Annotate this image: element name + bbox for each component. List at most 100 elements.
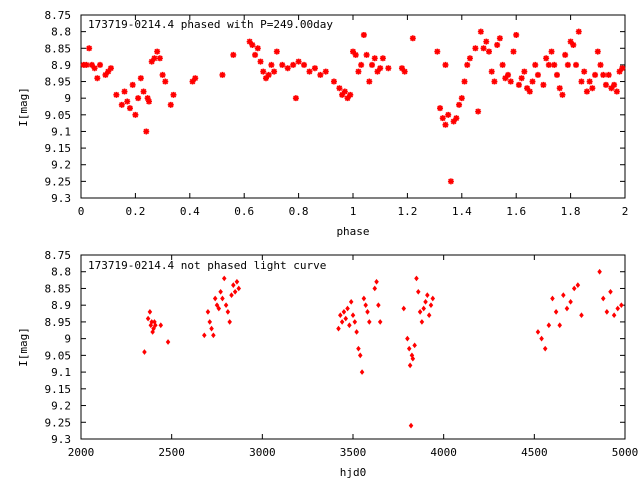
phased-x-ticks: 0 0.2 0.4 0.6 0.8 1 1.2 1.4 1.6 1.8 2	[78, 15, 628, 218]
phased-data-point	[355, 68, 362, 75]
unphased-y-tick-label: 8.75	[45, 249, 72, 262]
phased-data-point	[461, 78, 468, 85]
phased-x-tick-label: 0	[78, 205, 85, 218]
unphased-y-tick-label: 9.3	[51, 433, 71, 446]
phased-x-tick-label: 1.6	[506, 205, 526, 218]
phased-x-tick-label: 1	[350, 205, 357, 218]
unphased-data-point	[408, 422, 414, 429]
unphased-data-point	[417, 309, 423, 315]
unphased-data-point	[343, 315, 349, 322]
unphased-data-point	[361, 295, 367, 302]
phased-data-point	[279, 61, 286, 68]
phased-data-point	[132, 111, 139, 118]
unphased-data-point	[377, 319, 383, 325]
phased-y-tick-label: 9.15	[45, 142, 72, 155]
phased-data-point	[97, 61, 104, 68]
phased-data-point	[273, 48, 280, 55]
phased-data-point	[113, 91, 120, 98]
phased-data-point	[458, 95, 465, 102]
phased-data-point	[121, 88, 128, 95]
unphased-data-point	[363, 302, 368, 309]
phased-data-point	[456, 101, 463, 108]
phased-data-point	[385, 65, 392, 72]
phased-data-point	[377, 65, 384, 72]
unphased-data-point	[575, 282, 581, 288]
phased-data-point	[143, 128, 150, 135]
phased-data-point	[129, 81, 136, 88]
unphased-data-point	[615, 305, 621, 312]
unphased-data-point	[425, 292, 430, 298]
unphased-data-point	[236, 285, 242, 292]
unphased-data-point	[221, 275, 227, 282]
phased-data-point	[526, 88, 533, 95]
phased-data-point	[564, 61, 571, 68]
unphased-y-tick-label: 8.9	[51, 299, 71, 312]
phased-data-point	[608, 85, 615, 92]
phased-data-point	[360, 31, 367, 38]
phased-y-tick-label: 9.2	[51, 159, 71, 172]
phased-y-tick-label: 8.75	[45, 9, 72, 22]
phased-data-point	[589, 85, 596, 92]
phased-data-point	[529, 78, 536, 85]
unphased-data-point	[597, 268, 602, 275]
phased-data-point	[284, 65, 291, 72]
phased-data-point	[347, 91, 354, 98]
phased-data-point	[124, 98, 131, 105]
phased-data-point	[447, 178, 454, 185]
unphased-x-ticks: 2000 2500 3000 3500 4000 4500 5000	[68, 255, 638, 459]
phased-data-point	[450, 118, 457, 125]
phased-data-point	[268, 61, 275, 68]
phased-data-point	[524, 85, 531, 92]
phased-x-tick-label: 1.8	[561, 205, 581, 218]
phased-data-point	[578, 78, 585, 85]
phased-data-point	[254, 45, 261, 52]
phased-y-tick-label: 8.95	[45, 76, 72, 89]
unphased-data-point	[202, 332, 207, 339]
unphased-points	[142, 268, 624, 429]
unphased-data-point	[430, 295, 436, 302]
unphased-data-point	[401, 305, 407, 312]
phased-data-point	[341, 88, 348, 95]
phased-data-point	[379, 55, 386, 62]
phased-data-point	[290, 61, 297, 68]
unphased-data-point	[207, 319, 213, 325]
unphased-data-point	[234, 278, 240, 285]
phased-data-point	[154, 48, 161, 55]
unphased-y-tick-label: 8.85	[45, 282, 72, 295]
unphased-data-point	[376, 302, 381, 309]
phased-data-point	[162, 78, 169, 85]
phased-data-point	[543, 55, 550, 62]
phased-data-point	[605, 71, 612, 78]
phased-data-point	[358, 61, 365, 68]
phased-data-point	[488, 68, 495, 75]
phased-y-tick-label: 9.1	[51, 125, 71, 138]
unphased-data-point	[354, 329, 359, 335]
unphased-data-point	[600, 295, 606, 302]
unphased-y-tick-label: 8.8	[51, 266, 71, 279]
phased-data-point	[518, 75, 525, 82]
phased-data-point	[170, 91, 177, 98]
phased-data-point	[496, 35, 503, 42]
phased-data-point	[246, 38, 253, 45]
unphased-x-tick-label: 3000	[249, 446, 276, 459]
phased-data-point	[105, 68, 112, 75]
phased-data-point	[156, 55, 163, 62]
phased-data-point	[306, 68, 313, 75]
unphased-y-label: I[mag]	[17, 327, 30, 367]
phased-data-point	[453, 115, 460, 122]
unphased-data-point	[205, 309, 211, 315]
unphased-y-tick-label: 9.1	[51, 366, 71, 379]
phased-data-point	[573, 61, 580, 68]
unphased-data-point	[229, 292, 234, 298]
phased-x-tick-label: 0.8	[289, 205, 309, 218]
phased-data-point	[545, 61, 552, 68]
phased-data-point	[252, 51, 259, 58]
phased-data-point	[583, 88, 590, 95]
unphased-y-tick-label: 9	[64, 333, 71, 346]
phased-data-point	[260, 68, 267, 75]
unphased-x-tick-label: 2000	[68, 446, 95, 459]
unphased-data-point	[150, 329, 155, 335]
phased-data-point	[344, 95, 351, 102]
unphased-data-point	[158, 322, 164, 329]
unphased-panel: 2000 2500 3000 3500 4000 4500 5000 8.75 8.8 8.85…	[17, 249, 638, 479]
